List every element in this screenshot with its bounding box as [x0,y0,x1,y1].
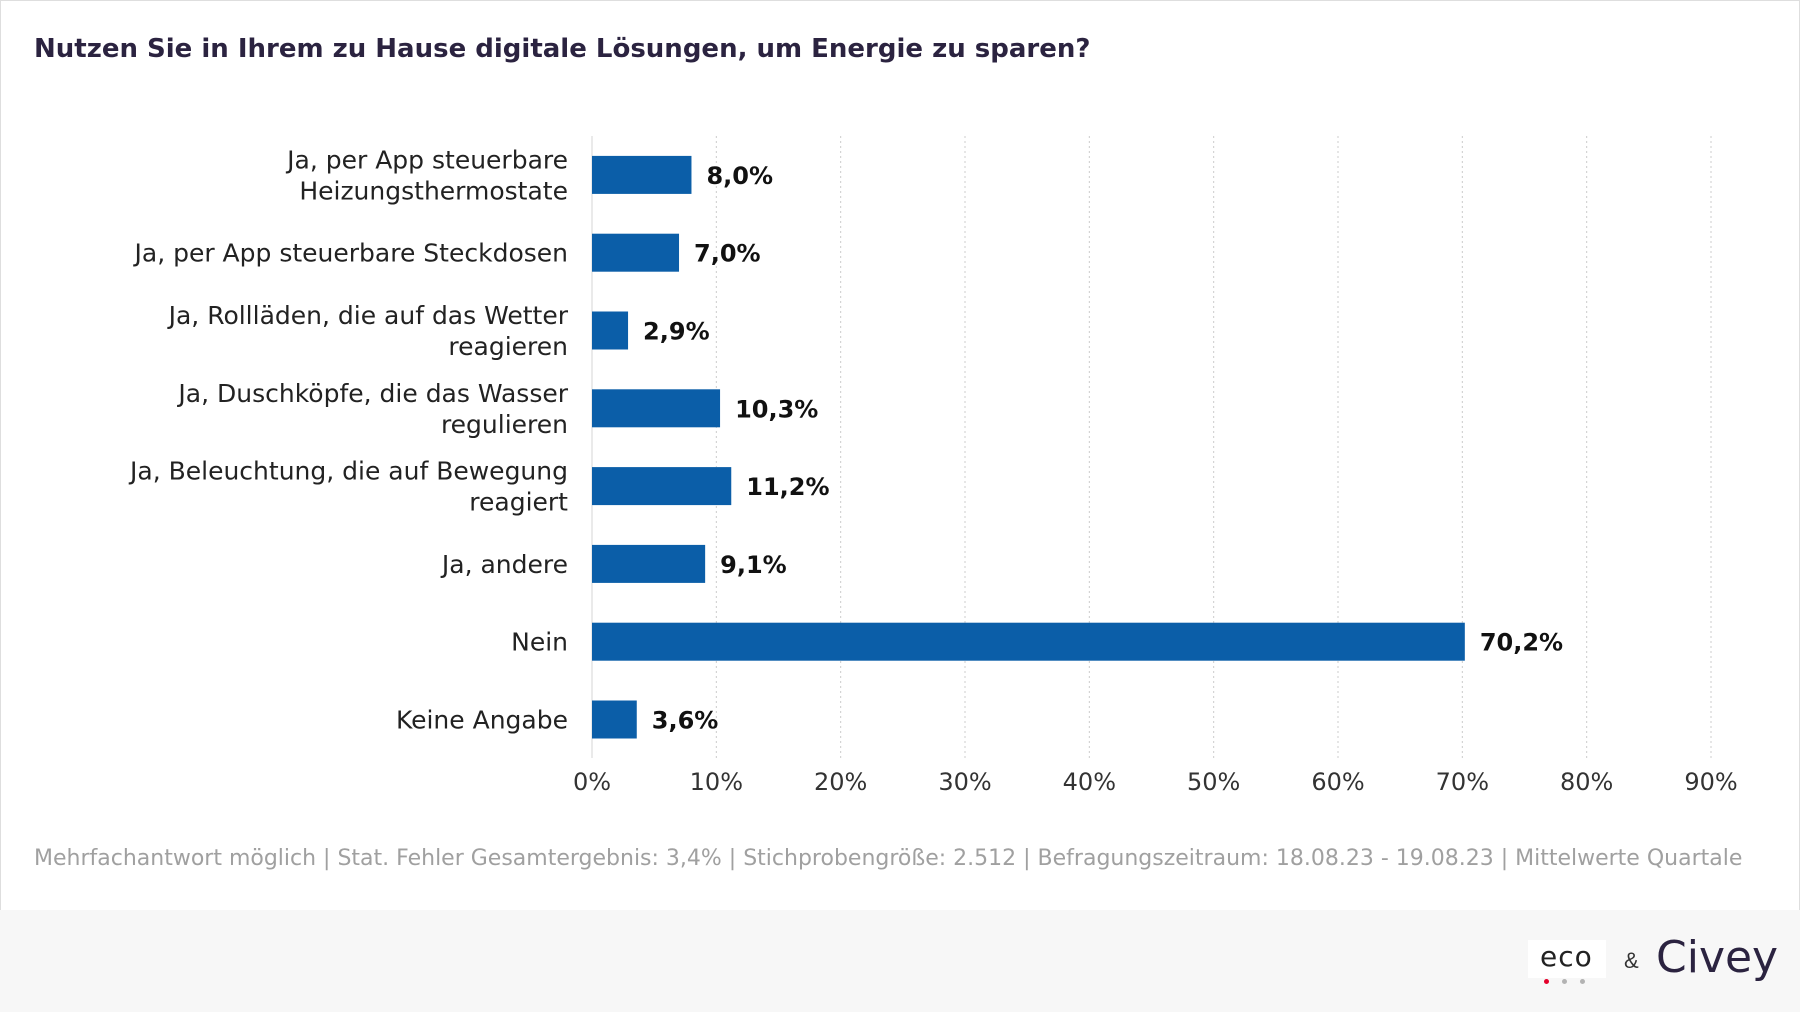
category-label: Nein [511,628,568,657]
bar [592,233,680,272]
x-tick-label: 50% [1187,768,1240,796]
value-label: 3,6% [652,707,719,735]
x-tick-label: 0% [573,768,611,796]
footer-bar [0,910,1800,1012]
value-label: 70,2% [1480,629,1563,657]
civey-logo: Civey [1656,932,1779,983]
bar [592,467,732,506]
x-tick-label: 10% [690,768,743,796]
x-tick-label: 90% [1684,768,1737,796]
category-label: Ja, per App steuerbare Steckdosen [133,239,569,268]
category-label: Ja, Beleuchtung, die auf Bewegung reagier… [128,457,568,517]
x-tick-label: 80% [1560,768,1613,796]
value-label: 7,0% [694,240,761,268]
value-label: 8,0% [706,162,773,190]
x-tick-label: 60% [1311,768,1364,796]
footnote: Mehrfachantwort möglich | Stat. Fehler G… [34,846,1743,871]
eco-logo-dots [1544,971,1598,989]
bar [592,622,1465,661]
x-tick-label: 70% [1436,768,1489,796]
category-label: Ja, Rollläden, die auf das Wetter reagier… [167,301,569,361]
value-label: 9,1% [720,551,787,579]
bar [592,155,692,194]
x-tick-label: 20% [814,768,867,796]
chart-title: Nutzen Sie in Ihrem zu Hause digitale Lö… [34,34,1091,64]
ampersand: & [1624,948,1639,973]
category-label: Keine Angabe [396,706,568,735]
category-label: Ja, per App steuerbare Heizungsthermostat… [285,145,568,205]
value-label: 11,2% [746,473,829,501]
bar [592,544,706,583]
value-label: 10,3% [735,395,818,423]
x-tick-label: 40% [1063,768,1116,796]
category-label: Ja, Duschköpfe, die das Wasser regulieren [176,379,568,439]
bar [592,311,629,350]
x-tick-label: 30% [938,768,991,796]
category-label: Ja, andere [440,550,568,579]
eco-logo: eco [1528,940,1606,984]
value-label: 2,9% [643,318,710,346]
eco-logo-text: eco [1540,940,1593,973]
bar [592,389,721,428]
bar-chart: 0% 10% 20% 30% 40% 50% 60% 70% 80% 90% 8,0% Ja, per… [128,136,1738,796]
bar [592,700,637,739]
